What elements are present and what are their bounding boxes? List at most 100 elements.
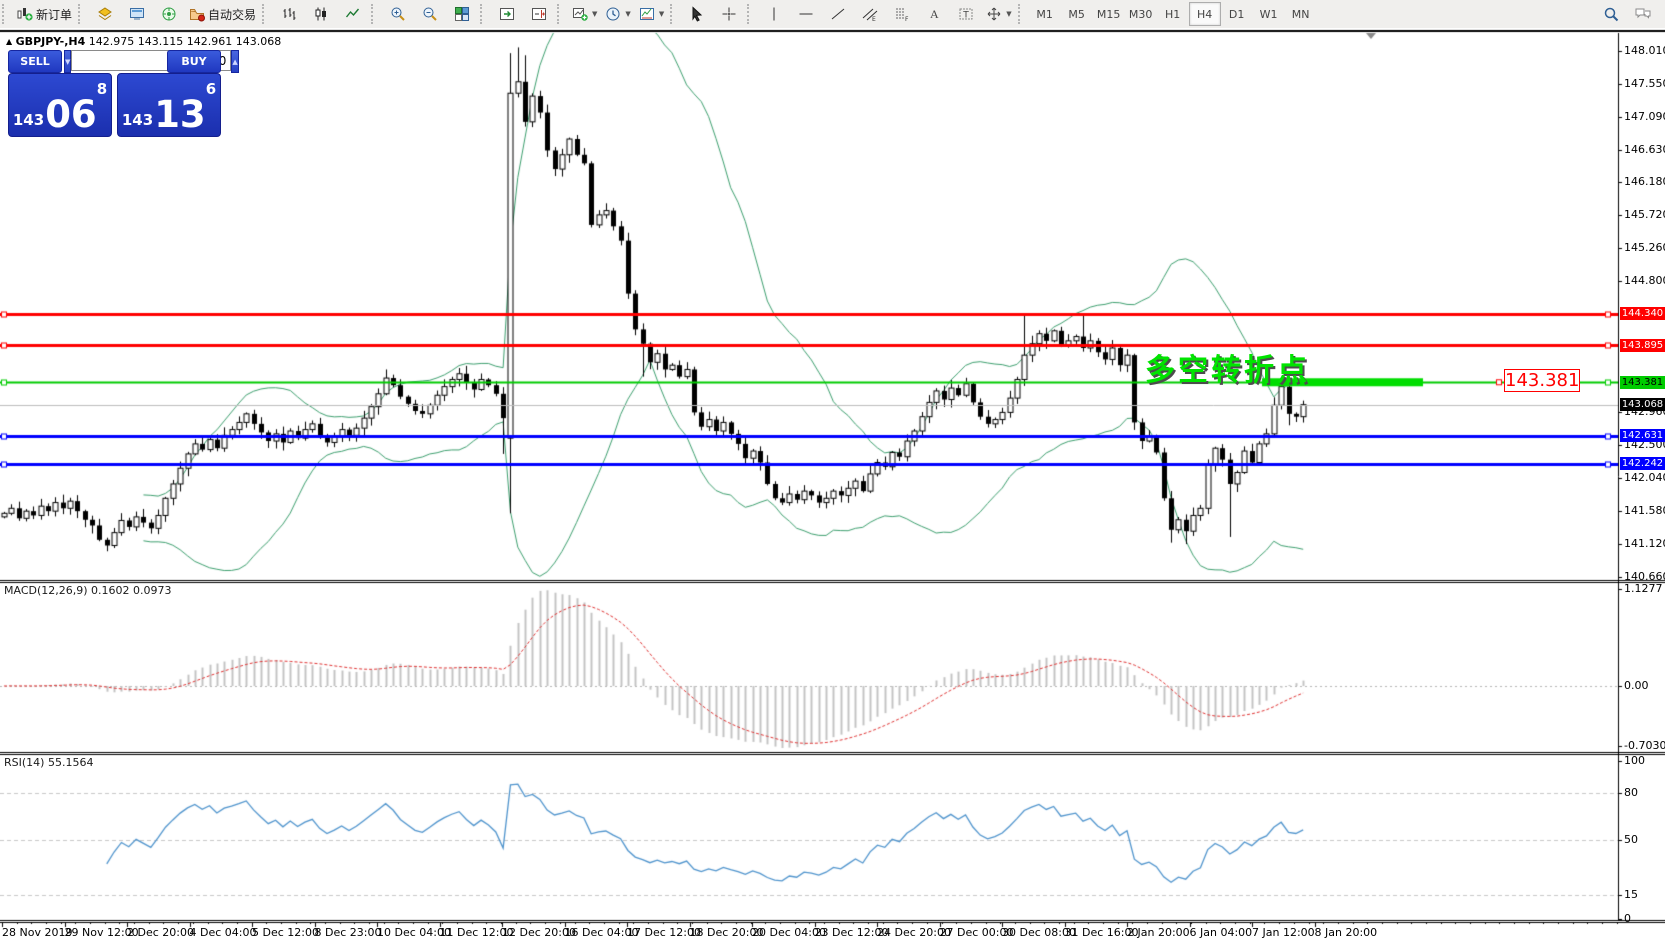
svg-text:E: E [872,16,876,22]
cursor-button[interactable] [681,1,713,27]
autotrading-button[interactable]: 自动交易 [185,1,260,27]
new-chart-button[interactable]: ▼ [568,1,601,27]
sell-button[interactable]: SELL [8,50,62,73]
price-axis-tick: 140.660 [1624,570,1665,583]
price-line-label: 142.242 [1620,457,1665,471]
buy-button[interactable]: BUY [167,50,221,73]
dropdown-arrow-icon[interactable]: ▼ [658,10,665,18]
collapse-triangle-icon[interactable]: ▲ [6,37,13,46]
fibonacci-button[interactable]: F [886,1,918,27]
crosshair-button[interactable] [713,1,745,27]
data-window-button[interactable] [153,1,185,27]
market-watch-icon [129,6,145,22]
volume-increase-button[interactable]: ▲ [231,50,239,73]
sell-price-major: 143 [12,111,45,129]
profiles-button[interactable] [89,1,121,27]
time-axis-label: 6 Jan 04:00 [1189,926,1253,939]
chat-button[interactable] [1627,1,1659,27]
chart-annotation-text[interactable]: 多空转折点 [1145,353,1310,388]
text-button[interactable]: A [918,1,950,27]
price-axis-tick: 147.090 [1624,109,1665,123]
channel-button[interactable]: E [854,1,886,27]
timeframe-d1-button[interactable]: D1 [1228,7,1245,21]
dropdown-arrow-icon[interactable]: ▼ [625,10,631,18]
text-icon: A [926,6,942,22]
ohlc-close: 143.068 [235,35,282,48]
timeframe-m15-button[interactable]: M15 [1096,7,1121,21]
rsi-name: RSI(14) [4,756,45,769]
chart-canvas[interactable] [0,28,1665,943]
market-watch-button[interactable] [121,1,153,27]
new-order-button[interactable]: 新订单 [13,1,76,27]
rsi-value: 55.1564 [47,756,94,769]
chart-shift-button[interactable] [523,1,555,27]
rsi-axis-label: 50 [1624,833,1638,846]
autotrading-icon [189,6,206,22]
zoom-in-button[interactable] [382,1,414,27]
time-axis-label: 4 Dec 04:00 [189,926,257,939]
price-axis-tick: 148.010 [1624,44,1665,57]
fibonacci-icon: F [894,6,910,22]
sell-price-point: 8 [96,80,108,98]
autotrading-button-label: 自动交易 [208,7,257,22]
timeframe-mn-button[interactable]: MN [1291,7,1310,21]
sell-price-button[interactable]: 143 06 8 [8,73,112,137]
timeframe-w1-button[interactable]: W1 [1259,7,1278,21]
buy-price-button[interactable]: 143 13 6 [117,73,221,137]
time-axis-label: 2 Dec 20:00 [127,926,194,939]
price-axis-tick: 144.800 [1624,273,1665,287]
volume-decrease-button[interactable]: ▼ [64,50,72,73]
time-axis-label: 27 Dec 00:00 [939,926,1014,939]
candlestick-chart-button[interactable] [305,1,337,27]
line-chart-button[interactable] [337,1,369,27]
price-line-label: 142.631 [1620,429,1665,443]
price-callout-box[interactable]: 143.381 [1504,369,1580,392]
svg-text:F: F [905,16,909,22]
timeframe-m1-button[interactable]: M1 [1036,7,1053,21]
macd-axis-label: -0.7030 [1624,739,1665,753]
rsi-axis-label: 15 [1624,888,1638,902]
timeframe-m30-button[interactable]: M30 [1128,7,1153,21]
channel-icon: E [862,6,878,22]
bar-chart-button[interactable] [273,1,305,27]
templates-button[interactable]: ▼ [635,1,668,27]
vertical-line-button[interactable] [758,1,790,27]
timeframe-h1-button[interactable]: H1 [1164,7,1181,21]
new-order-icon [17,6,33,22]
toolbar-separator [1017,4,1027,24]
time-axis-label: 8 Jan 20:00 [1314,926,1378,939]
dropdown-arrow-icon[interactable]: ▼ [1006,10,1012,18]
trendline-button[interactable] [822,1,854,27]
toolbar-separator [747,4,756,24]
zoom-out-button[interactable] [414,1,446,27]
ohlc-open: 142.975 [88,35,135,48]
svg-text:A: A [930,7,939,21]
timeframe-h4-button[interactable]: H4 [1188,2,1221,26]
macd-axis-label: 1.1277 [1624,581,1663,595]
profiles-icon [97,6,113,22]
tile-windows-button[interactable] [446,1,478,27]
time-axis-label: 20 Dec 04:00 [752,926,826,939]
label-button[interactable]: T [950,1,982,27]
ohlc-high: 143.115 [137,35,184,48]
time-axis-label: 2 Jan 20:00 [1127,926,1190,939]
shapes-button[interactable]: ▼ [982,1,1015,27]
bar-chart-icon [281,6,297,22]
candlestick-icon [313,6,329,22]
current-price-label: 143.068 [1620,398,1665,412]
dropdown-arrow-icon[interactable]: ▼ [592,10,598,18]
vertical-line-icon [766,6,782,22]
periods-button[interactable]: ▼ [601,1,634,27]
new-chart-icon [572,6,588,22]
macd-name: MACD(12,26,9) [4,584,88,597]
timeframe-m5-button[interactable]: M5 [1068,7,1085,21]
search-button[interactable] [1595,1,1627,27]
buy-price-major: 143 [121,111,154,129]
zoom-in-icon [390,6,406,22]
horizontal-line-button[interactable] [790,1,822,27]
toolbar-separator [78,4,87,24]
chart-area: ▲ GBPJPY-,H4 142.975 143.115 142.961 143… [0,28,1665,943]
auto-scroll-button[interactable] [491,1,523,27]
price-axis-tick: 146.180 [1624,174,1665,188]
